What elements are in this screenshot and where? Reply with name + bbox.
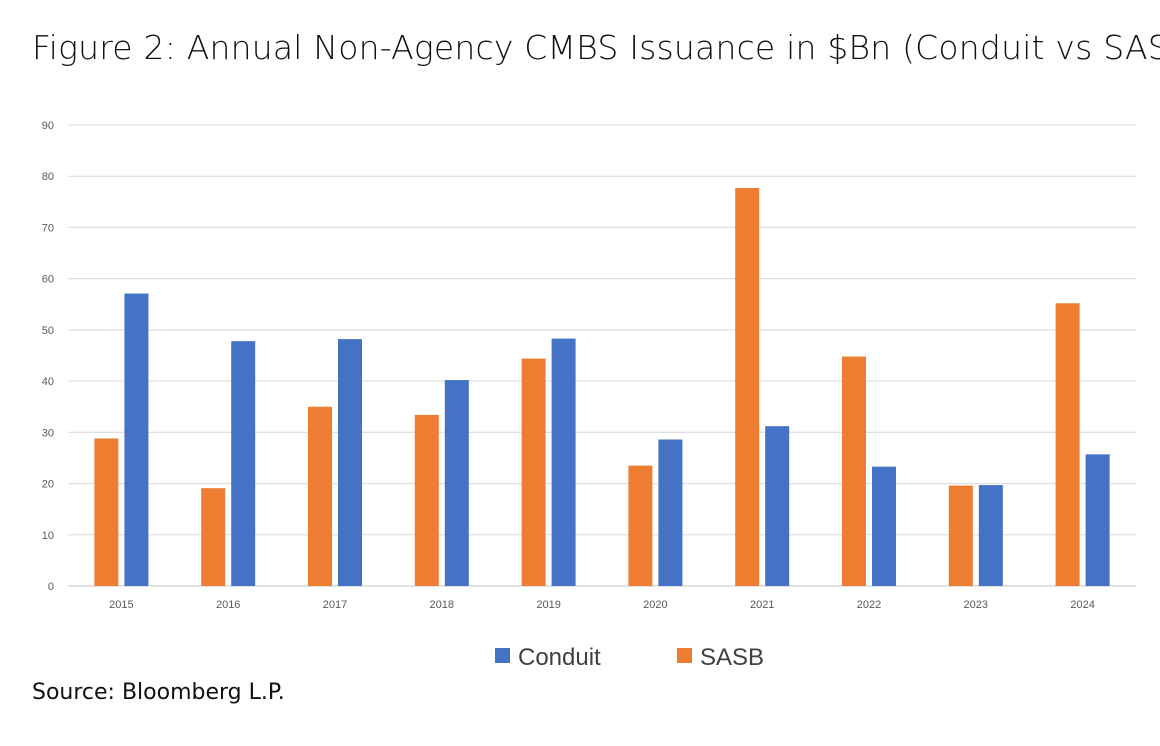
y-tick-label: 50 (42, 325, 54, 337)
legend-swatch-conduit (495, 648, 510, 663)
bar-conduit-2017 (338, 339, 362, 586)
x-tick-label: 2024 (1070, 599, 1094, 611)
bar-conduit-2019 (551, 338, 576, 586)
legend-swatch-sasb (677, 648, 692, 663)
y-tick-label: 10 (42, 530, 54, 542)
y-tick-label: 90 (42, 120, 54, 132)
x-tick-label: 2017 (323, 599, 347, 611)
x-tick-label: 2022 (857, 599, 881, 611)
y-tick-label: 60 (42, 274, 54, 286)
bar-sasb-2021 (735, 188, 760, 586)
bar-sasb-2020 (628, 465, 653, 586)
y-tick-label: 20 (42, 479, 54, 491)
y-tick-label: 0 (48, 581, 54, 593)
x-tick-label: 2016 (216, 599, 240, 611)
legend-label-sasb: SASB (700, 644, 764, 671)
source-note: Source: Bloomberg L.P. (32, 680, 285, 705)
x-tick-label: 2020 (643, 599, 667, 611)
bar-sasb-2018 (414, 414, 439, 586)
legend-label-conduit: Conduit (518, 644, 601, 671)
x-tick-label: 2015 (109, 599, 133, 611)
bar-conduit-2021 (765, 426, 790, 586)
y-tick-label: 40 (42, 376, 54, 388)
bar-conduit-2024 (1085, 454, 1110, 586)
x-tick-label: 2019 (536, 599, 560, 611)
x-tick-label: 2018 (430, 599, 454, 611)
bar-sasb-2017 (308, 406, 332, 586)
bar-sasb-2019 (521, 358, 546, 586)
x-tick-label: 2023 (964, 599, 988, 611)
bar-conduit-2016 (231, 341, 256, 586)
bar-conduit-2015 (124, 293, 149, 586)
y-tick-label: 30 (42, 427, 54, 439)
y-tick-label: 80 (42, 171, 54, 183)
chart-title: Figure 2: Annual Non-Agency CMBS Issuanc… (32, 28, 1160, 67)
bar-conduit-2022 (872, 466, 896, 586)
x-tick-label: 2021 (750, 599, 774, 611)
bar-sasb-2023 (948, 485, 973, 586)
y-tick-label: 70 (42, 222, 54, 234)
bar-sasb-2015 (94, 438, 119, 586)
bar-conduit-2020 (658, 439, 683, 586)
bar-sasb-2024 (1055, 303, 1080, 586)
bar-conduit-2023 (978, 485, 1003, 586)
bar-sasb-2022 (842, 356, 866, 586)
bar-sasb-2016 (201, 488, 226, 586)
bar-conduit-2018 (444, 380, 469, 586)
